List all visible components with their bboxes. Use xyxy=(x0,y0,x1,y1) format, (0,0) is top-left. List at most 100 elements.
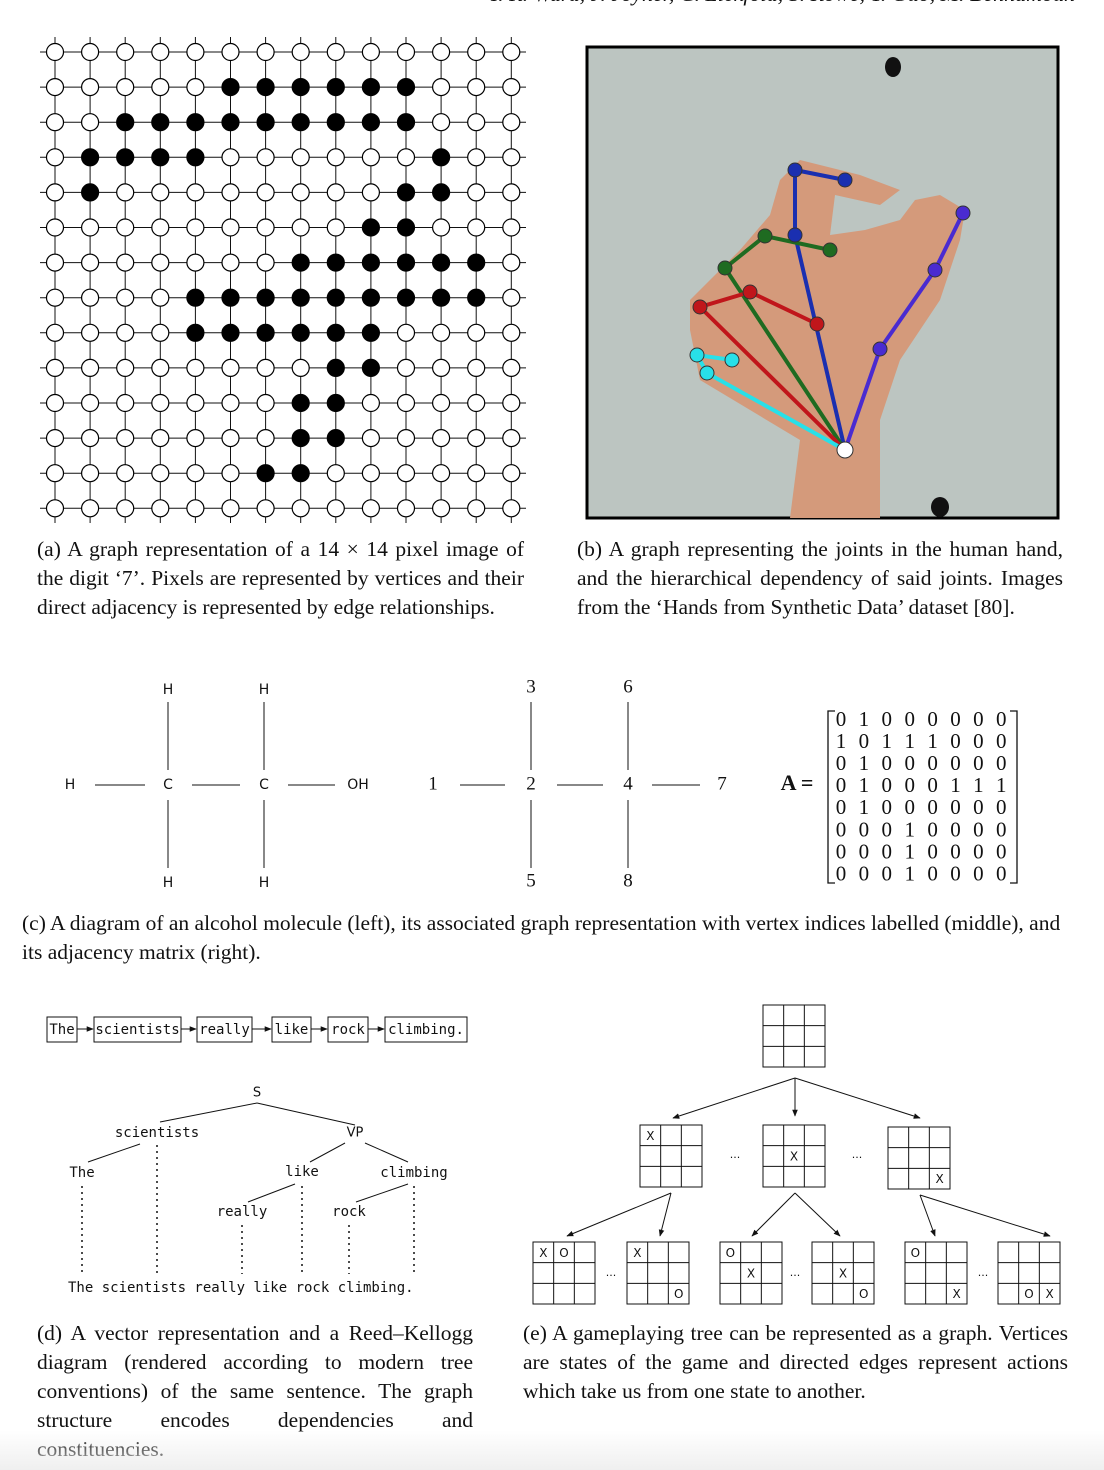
pixel-vertex xyxy=(326,429,345,448)
pixel-vertex xyxy=(291,77,310,97)
pixel-vertex xyxy=(80,288,100,307)
matrix-entry: 0 xyxy=(973,751,984,775)
ellipsis: ... xyxy=(852,1148,863,1161)
vertex-index: 8 xyxy=(623,870,633,891)
circle xyxy=(955,205,971,221)
matrix-entry: 0 xyxy=(882,817,893,841)
matrix-entry: 0 xyxy=(950,751,961,775)
pixel-vertex xyxy=(151,218,170,237)
matrix-entry: 0 xyxy=(973,707,984,731)
matrix-entry: 1 xyxy=(859,707,870,731)
circle xyxy=(837,172,853,188)
board-mark: O xyxy=(726,1246,735,1260)
pixel-vertex xyxy=(502,323,521,342)
matrix-entry: 0 xyxy=(950,839,961,863)
pixel-vertex xyxy=(80,77,100,97)
pixel-vertex xyxy=(80,464,100,483)
g xyxy=(81,1145,415,1274)
pixel-vertex xyxy=(151,113,170,132)
matrix-label: A = xyxy=(781,770,814,795)
pixel-vertex xyxy=(80,499,100,518)
pixel-vertex xyxy=(186,358,205,377)
connector xyxy=(919,1194,936,1237)
pixel-vertex xyxy=(221,464,240,483)
pixel-vertex xyxy=(45,429,65,448)
board-mark: O xyxy=(559,1246,568,1260)
matrix-entry: 1 xyxy=(904,729,915,753)
pixel-vertex xyxy=(361,113,380,132)
pixel-vertex xyxy=(186,464,205,483)
matrix-entry: 0 xyxy=(882,707,893,731)
board-mark: X xyxy=(539,1246,547,1260)
matrix-entry: 0 xyxy=(927,751,938,775)
pixel-vertex xyxy=(45,42,65,62)
pixel-vertex xyxy=(326,113,345,132)
connector xyxy=(658,1192,672,1237)
pixel-vertex xyxy=(502,183,521,202)
board-mark: O xyxy=(674,1287,683,1301)
pixel-vertex xyxy=(80,393,100,413)
pixel-vertex xyxy=(361,429,380,448)
pixel-vertex xyxy=(45,323,65,342)
pixel-vertex xyxy=(291,499,310,518)
pixel-vertex xyxy=(80,218,100,237)
pixel-vertex xyxy=(221,429,240,448)
pixel-vertex xyxy=(361,393,380,413)
pixel-vertex xyxy=(116,183,135,202)
connector xyxy=(919,1194,1051,1237)
atom-label: H xyxy=(163,875,174,891)
pixel-vertex xyxy=(432,288,451,307)
pixel-vertex xyxy=(291,464,310,483)
connector xyxy=(794,1192,841,1237)
pixel-vertex xyxy=(467,464,486,483)
matrix-entry: 0 xyxy=(859,839,870,863)
matrix-entry: 0 xyxy=(882,795,893,819)
matrix-entry: 0 xyxy=(836,795,847,819)
pixel-vertex xyxy=(256,499,275,518)
circle xyxy=(836,441,854,459)
tree-node: like xyxy=(285,1164,319,1180)
skeleton xyxy=(693,167,965,452)
matrix-entry: 0 xyxy=(904,707,915,731)
g xyxy=(87,1102,409,1203)
matrix-entry: 0 xyxy=(973,817,984,841)
pixel-vertex xyxy=(502,393,521,413)
circle xyxy=(787,162,803,178)
pixel-vertex xyxy=(80,42,100,62)
pixel-vertex xyxy=(326,183,345,202)
connector xyxy=(672,1077,796,1119)
pixel-vertex xyxy=(151,253,170,272)
matrix-entry: 0 xyxy=(859,729,870,753)
pixel-vertex xyxy=(291,42,310,62)
board-mark: X xyxy=(633,1246,641,1260)
pixel-vertex xyxy=(361,253,380,272)
pixel-vertex xyxy=(396,429,416,448)
pixel-vertex xyxy=(151,323,170,342)
pixel-vertex xyxy=(221,288,240,307)
pixel-vertex xyxy=(361,148,380,167)
pixel-vertex xyxy=(291,148,310,167)
connector xyxy=(751,1192,796,1237)
vertex-index: 3 xyxy=(526,676,536,697)
pixel-vertex xyxy=(467,77,486,97)
pixel-vertex xyxy=(221,499,240,518)
pixel-vertex xyxy=(116,113,135,132)
pixel-vertex xyxy=(116,393,135,413)
tree-node: S xyxy=(253,1086,261,1101)
connector xyxy=(355,1183,409,1203)
pixel-vertex xyxy=(502,148,521,167)
matrix-entry: 1 xyxy=(904,817,915,841)
token-box xyxy=(327,1016,369,1043)
pixel-vertex xyxy=(432,218,451,237)
pixel-vertex xyxy=(45,499,65,518)
matrix-entry: 0 xyxy=(996,751,1007,775)
tree-node: really xyxy=(217,1204,268,1220)
pixel-vertex xyxy=(361,183,380,202)
connector xyxy=(256,1102,356,1126)
connector xyxy=(566,1192,672,1237)
matrix-entry: 0 xyxy=(973,839,984,863)
ellipsis: ... xyxy=(790,1266,801,1279)
token-box xyxy=(196,1016,253,1043)
hand-image xyxy=(585,45,1060,520)
board-mark: X xyxy=(839,1267,847,1281)
